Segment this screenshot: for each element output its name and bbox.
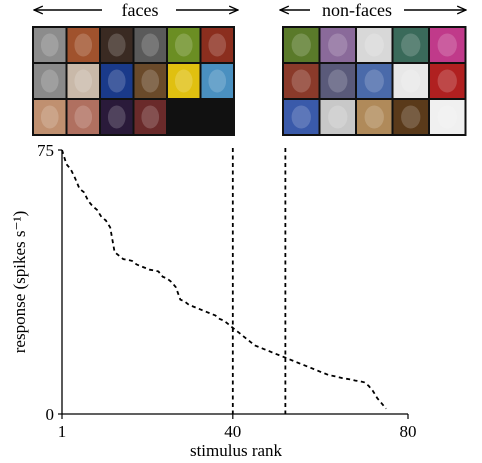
nonfaces-label: non-faces	[322, 0, 392, 20]
thumbnail-red-object	[430, 64, 465, 98]
thumbnail-blue-panel	[284, 100, 319, 134]
y-axis-label: response (spikes s⁻¹)	[10, 211, 29, 354]
thumbnail-pink-object	[430, 28, 465, 62]
thumbnail-sketch-drawing	[357, 28, 392, 62]
x-tick-label: 1	[58, 422, 67, 441]
thumbnail-bird	[357, 64, 392, 98]
thumbnail-text-block	[430, 100, 465, 134]
thumbnail-text-page	[393, 64, 428, 98]
faces-label: faces	[122, 0, 159, 20]
thumbnail-flowers	[320, 28, 355, 62]
thumbnail-woman-portrait	[67, 28, 99, 62]
thumbnail-woman-red	[201, 28, 233, 62]
thumbnail-landscape	[393, 28, 428, 62]
response-curve	[61, 149, 387, 410]
thumbnail-couple-photo	[101, 28, 133, 62]
thumbnail-woman-dress	[134, 100, 166, 134]
thumbnail-statue	[357, 100, 392, 134]
thumbnail-candle	[393, 100, 428, 134]
thumbnail-fruit-bowl	[284, 64, 319, 98]
thumbnail-yellow-monkey	[168, 64, 200, 98]
x-tick-label: 80	[400, 422, 417, 441]
thumbnail-garden-scene	[284, 28, 319, 62]
thumbnail-baby-monkey	[34, 100, 66, 134]
thumbnail-ape-face	[134, 64, 166, 98]
thumbnail-sketch-figures	[320, 100, 355, 134]
faces-image-grid	[32, 26, 235, 136]
thumbnail-cartoon-face	[101, 64, 133, 98]
y-tick-label: 75	[37, 141, 54, 160]
response-plot: 1 40 80 0 75 response (spikes s⁻¹) stimulus …	[10, 141, 417, 460]
category-boundaries	[231, 148, 287, 414]
thumbnail-monkey-face	[34, 28, 66, 62]
y-tick-label: 0	[46, 405, 55, 424]
x-axis-label: stimulus rank	[190, 441, 283, 460]
axis-ticks: 1 40 80 0 75	[37, 141, 417, 441]
thumbnail-man-suit	[134, 28, 166, 62]
nonfaces-header: non-faces	[280, 0, 466, 20]
thumbnail-skull-mask	[101, 100, 133, 134]
thumbnail-pattern	[320, 64, 355, 98]
thumbnail-man-outdoor	[201, 64, 233, 98]
thumbnail-man-portrait	[34, 64, 66, 98]
thumbnail-toy-figure	[67, 64, 99, 98]
thumbnail-child-face	[168, 28, 200, 62]
nonfaces-image-grid	[282, 26, 467, 136]
faces-header: faces	[34, 0, 238, 20]
x-tick-label: 40	[224, 422, 241, 441]
thumbnail-man-face	[67, 100, 99, 134]
